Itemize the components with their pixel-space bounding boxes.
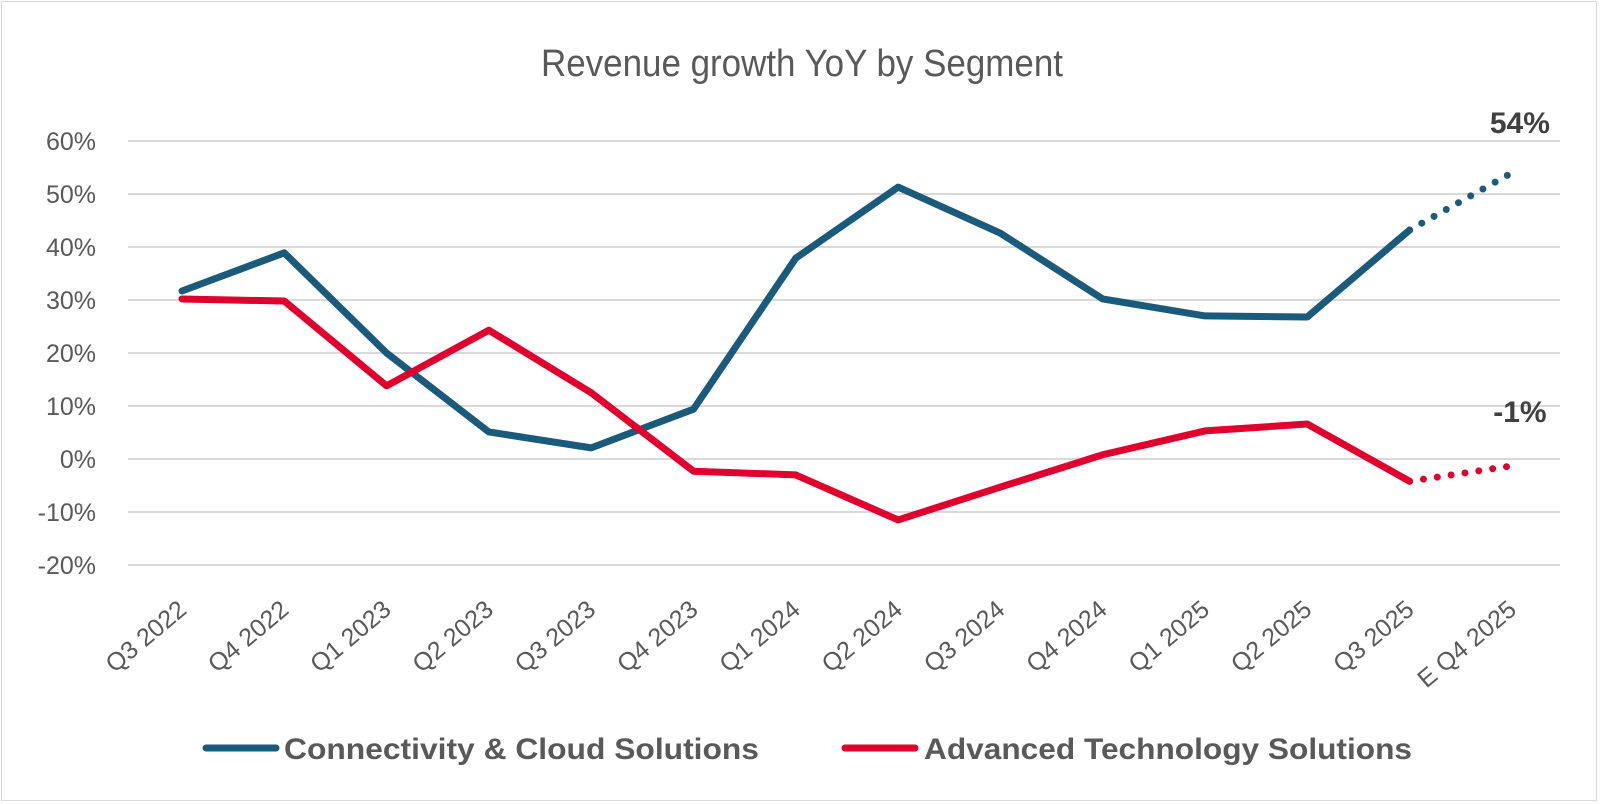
x-tick-label: Q2 2024 bbox=[816, 595, 908, 678]
y-tick-label: 20% bbox=[46, 340, 96, 368]
x-tick-label: Q4 2024 bbox=[1021, 595, 1113, 678]
end-labels: 54% -1% bbox=[1490, 107, 1550, 429]
x-tick-label: Q2 2023 bbox=[407, 595, 498, 678]
end-value-label: -1% bbox=[1493, 396, 1546, 429]
legend-label-connectivity: Connectivity & Cloud Solutions bbox=[284, 733, 759, 766]
y-tick-label: -10% bbox=[38, 499, 96, 527]
x-tick-label: Q1 2025 bbox=[1123, 595, 1214, 678]
end-value-label: 54% bbox=[1490, 107, 1550, 140]
legend: Connectivity & Cloud Solutions Advanced … bbox=[202, 733, 1412, 766]
y-tick-label: 10% bbox=[46, 393, 96, 421]
y-tick-label: 50% bbox=[46, 181, 96, 209]
x-tick-label: Q3 2023 bbox=[510, 595, 601, 678]
x-tick-label: Q4 2023 bbox=[612, 595, 703, 678]
x-tick-label: E Q4 2025 bbox=[1412, 595, 1522, 693]
series-line-estimate bbox=[1406, 169, 1516, 234]
y-tick-label: 0% bbox=[60, 446, 96, 474]
series-lines bbox=[178, 169, 1516, 524]
y-tick-label: 60% bbox=[46, 128, 96, 156]
legend-label-advanced-tech: Advanced Technology Solutions bbox=[924, 733, 1412, 766]
y-tick-label: -20% bbox=[38, 552, 96, 580]
x-tick-label: Q3 2025 bbox=[1328, 595, 1419, 678]
x-tick-label: Q4 2022 bbox=[203, 595, 294, 678]
series-line bbox=[178, 295, 1414, 524]
chart-title: Revenue growth YoY by Segment bbox=[541, 42, 1063, 85]
y-tick-label: 40% bbox=[46, 234, 96, 262]
y-axis-ticks: 60% 50% 40% 30% 20% 10% 0% -10% -20% bbox=[38, 128, 96, 580]
series-line bbox=[178, 183, 1414, 452]
y-tick-label: 30% bbox=[46, 287, 96, 315]
gridlines bbox=[128, 140, 1560, 566]
x-axis-ticks: Q3 2022 Q4 2022 Q1 2023 Q2 2023 Q3 2023 Q4 20… bbox=[100, 595, 1521, 693]
x-tick-label: Q1 2024 bbox=[714, 595, 806, 678]
x-tick-label: Q3 2024 bbox=[919, 595, 1011, 678]
x-tick-label: Q1 2023 bbox=[305, 595, 396, 678]
series-line-estimate bbox=[1406, 462, 1516, 485]
x-tick-label: Q3 2022 bbox=[100, 595, 191, 678]
x-tick-label: Q2 2025 bbox=[1226, 595, 1317, 678]
